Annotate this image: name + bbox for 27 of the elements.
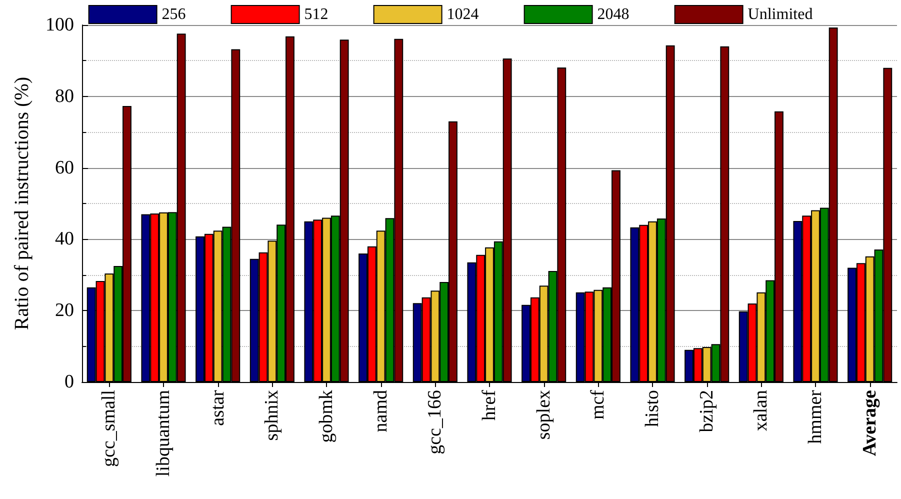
x-tick-label: namd — [370, 390, 392, 432]
y-tick-label: 20 — [55, 300, 74, 322]
legend-label: 1024 — [446, 6, 479, 23]
y-axis-title: Ratio of paired instructions (%) — [11, 76, 33, 330]
x-tick-label: Average — [859, 390, 880, 456]
x-tick-label: libquantum — [153, 390, 174, 477]
x-tick-label: bzip2 — [696, 390, 718, 432]
x-tick-label: mcf — [588, 389, 609, 420]
x-tick-label: soplex — [533, 390, 554, 440]
x-tick-label: gobmk — [316, 390, 337, 443]
x-tick-label: astar — [207, 389, 228, 426]
y-tick-label: 100 — [46, 14, 74, 36]
legend-label: 256 — [162, 6, 186, 23]
y-tick-label: 0 — [64, 372, 74, 392]
legend-label: 512 — [304, 6, 328, 23]
legend-label: 2048 — [597, 6, 630, 23]
x-tick-label: gcc_small — [98, 390, 120, 468]
x-tick-label: hmmer — [805, 389, 826, 444]
x-tick-label: sphnix — [262, 390, 283, 441]
y-tick-label: 80 — [55, 86, 74, 107]
x-tick-label: gcc_166 — [424, 390, 446, 454]
x-tick-label: histo — [642, 390, 663, 427]
x-tick-label: href — [479, 389, 500, 421]
legend-label: Unlimited — [748, 6, 813, 23]
x-tick-label: xalan — [750, 390, 772, 432]
y-tick-label: 60 — [55, 157, 74, 178]
y-tick-label: 40 — [55, 228, 74, 250]
